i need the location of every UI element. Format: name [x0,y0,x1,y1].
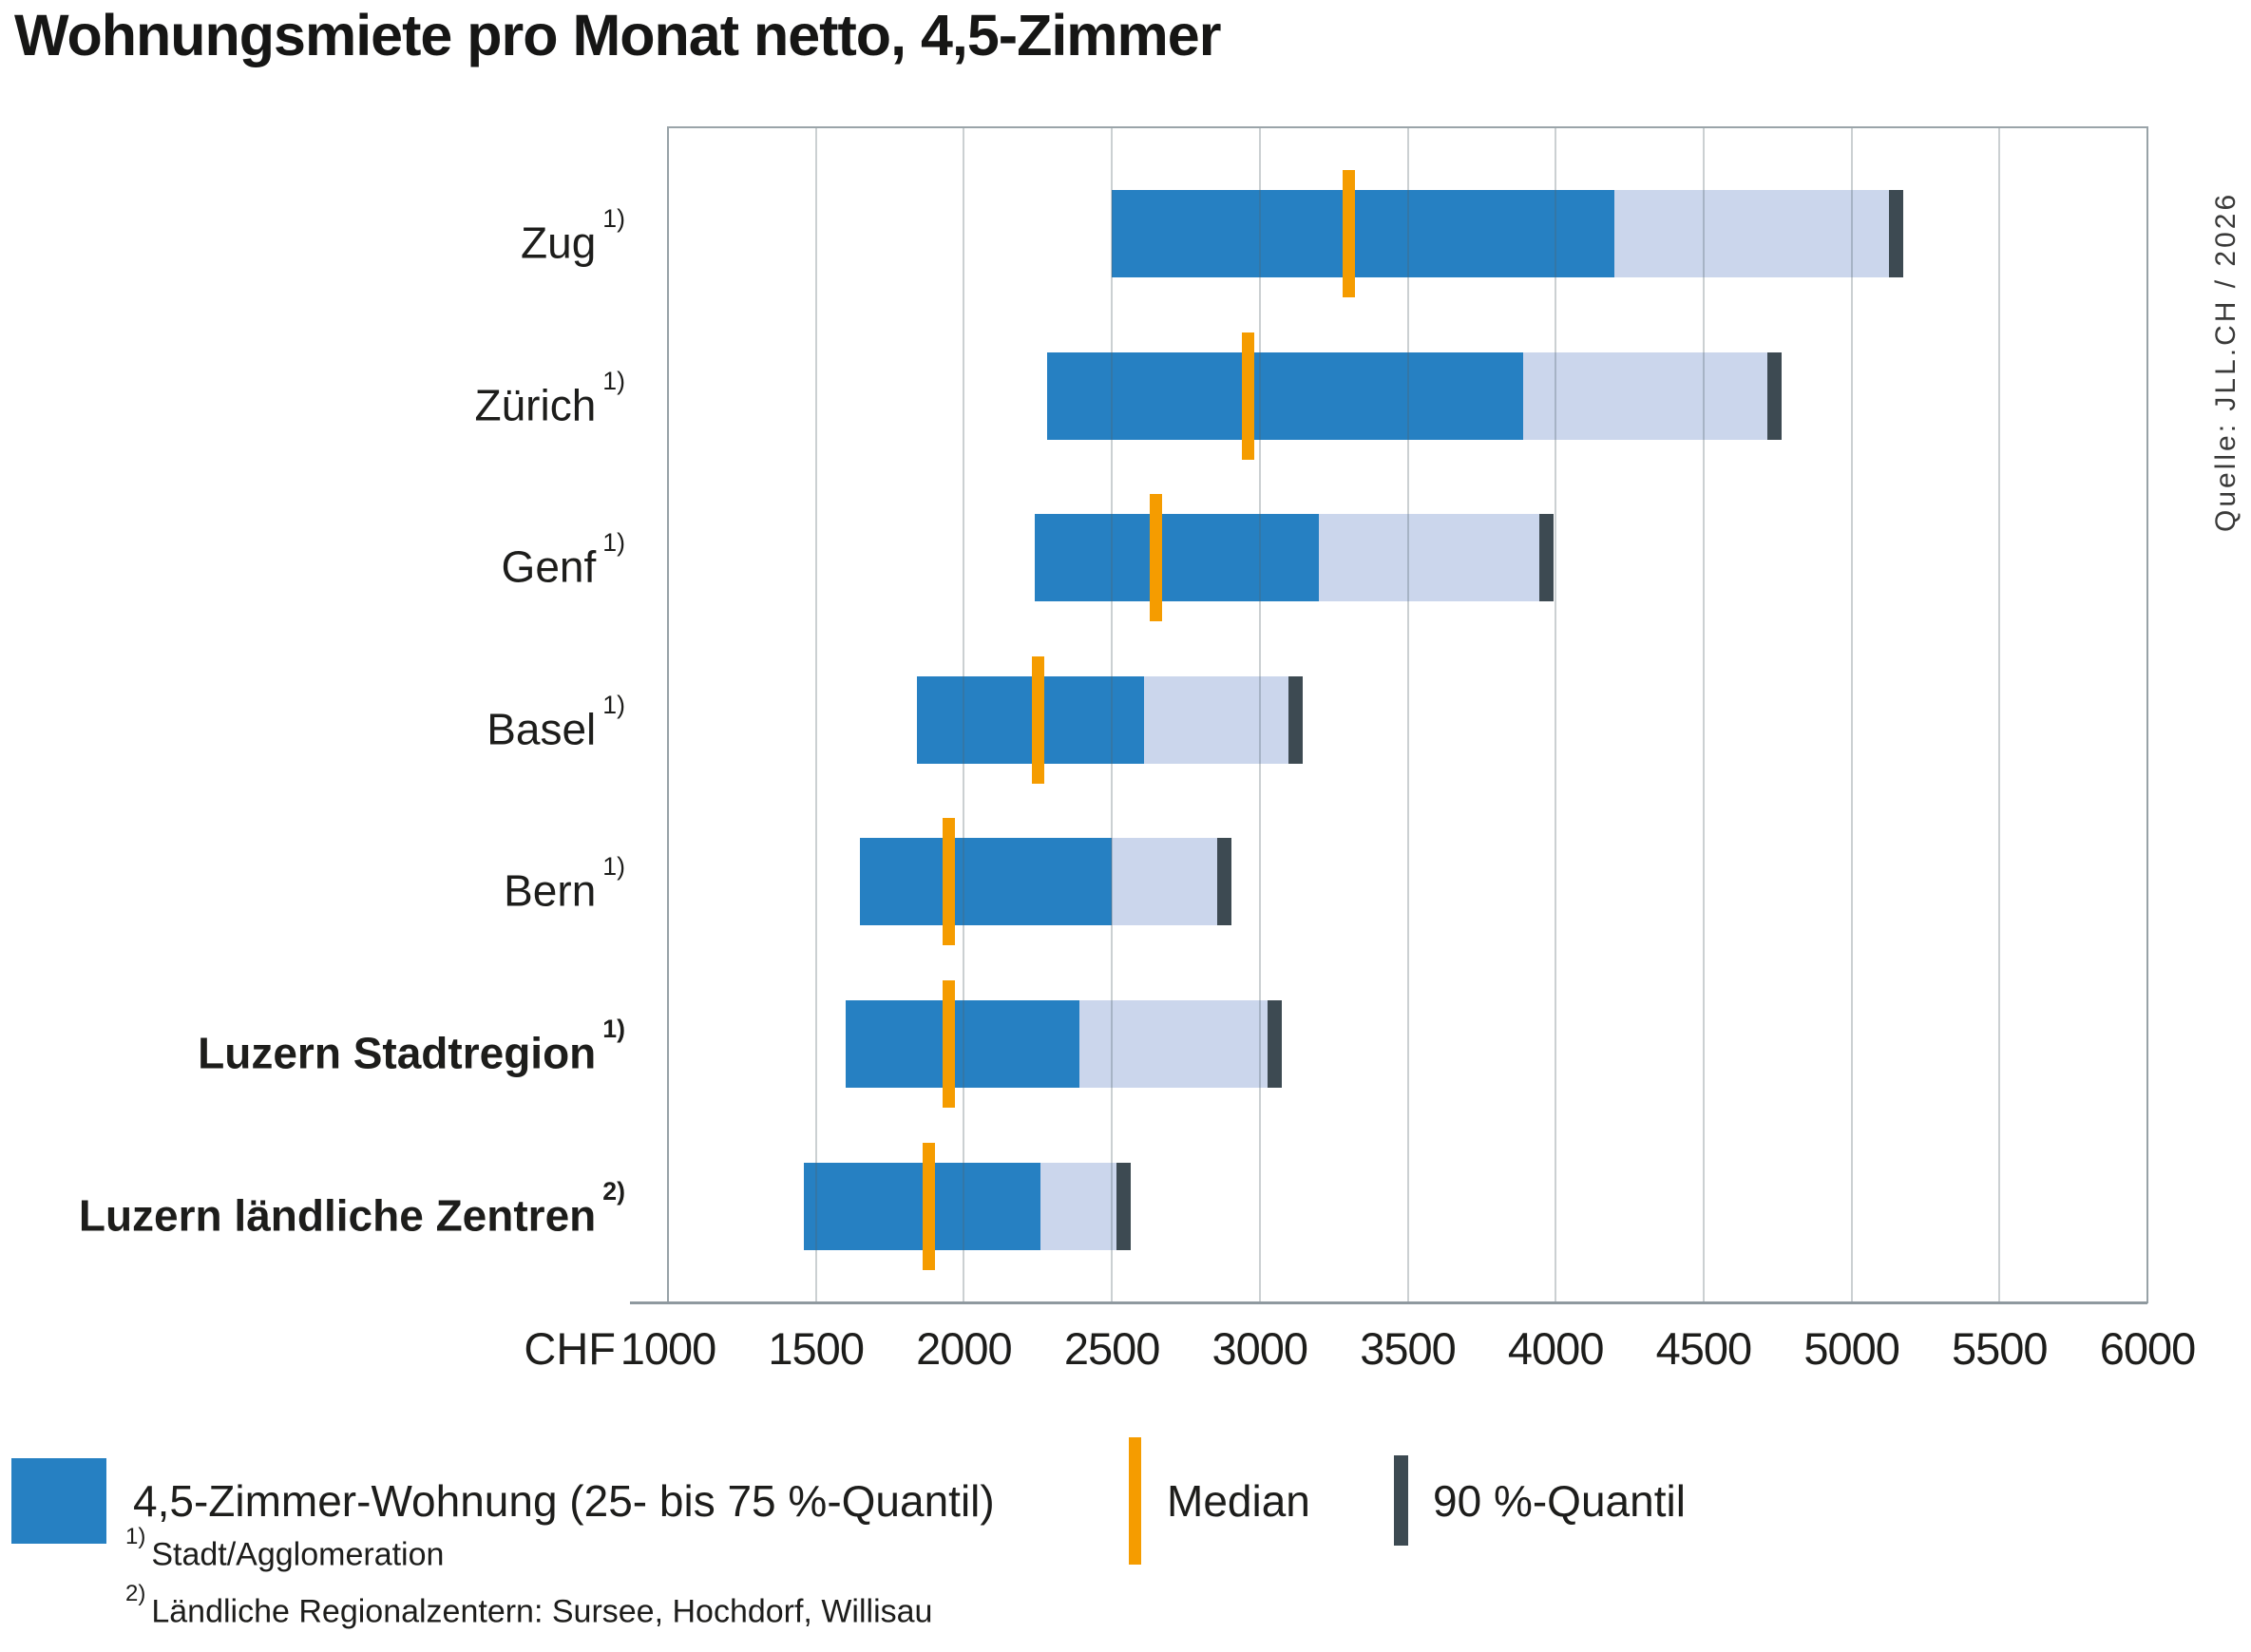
category-label-text: Luzern Stadtregion [198,1028,597,1078]
legend-median-label: Median [1167,1476,1310,1526]
bar-upper-4 [1112,838,1225,926]
plot-area [667,126,2148,1303]
category-footnote-marker: 1) [602,1015,625,1043]
median-line-0 [1342,170,1355,297]
gridline-3000 [1258,126,1261,1303]
bar-upper-1 [1522,351,1775,440]
q90-tick-2 [1539,514,1555,602]
category-label-3: Basel 1) [0,690,625,753]
x-tick-label-6000: 6000 [2099,1323,2197,1374]
q90-tick-4 [1216,838,1231,926]
q90-tick-3 [1288,675,1303,764]
chart-title: Wohnungsmiete pro Monat netto, 4,5-Zimme… [14,3,1221,67]
gridline-4000 [1555,126,1557,1303]
legend-iqr-swatch [11,1458,106,1544]
median-line-6 [922,1142,935,1270]
bar-upper-5 [1078,1000,1275,1088]
legend-q90-line-icon [1394,1455,1408,1546]
footnote-2: 2) Ländliche Regionalzentern: Sursee, Hoc… [125,1581,933,1630]
legend-median-line-icon [1129,1437,1141,1565]
gridline-2000 [963,126,965,1303]
gridline-4500 [1702,126,1705,1303]
category-footnote-marker: 1) [602,366,625,395]
x-tick-label-5000: 5000 [1803,1323,1900,1374]
bar-upper-2 [1319,514,1547,602]
footnote-2-marker: 2) [125,1581,146,1606]
category-label-text: Bern [504,865,597,916]
bar-iqr-3 [916,675,1145,764]
gridline-5500 [1998,126,2001,1303]
category-label-1: Zürich 1) [0,366,625,429]
gridline-3500 [1406,126,1409,1303]
gridline-1500 [814,126,817,1303]
median-line-1 [1241,332,1254,460]
gridline-5000 [1850,126,1853,1303]
category-label-6: Luzern ländliche Zentren 2) [0,1176,625,1240]
bar-iqr-0 [1112,190,1615,277]
gridline-2500 [1111,126,1114,1303]
x-axis-line [630,1301,2147,1304]
x-tick-label-2000: 2000 [916,1323,1013,1374]
bar-upper-3 [1144,675,1296,764]
q90-tick-6 [1116,1162,1132,1250]
bar-upper-6 [1040,1162,1124,1250]
bar-upper-0 [1614,190,1897,277]
category-footnote-marker: 1) [602,204,625,233]
category-footnote-marker: 2) [602,1176,625,1206]
category-label-text: Zug [521,218,597,268]
median-line-5 [943,980,956,1108]
category-footnote-marker: 1) [602,690,625,719]
median-line-3 [1031,655,1044,784]
q90-tick-1 [1767,351,1783,440]
x-axis: 1000 1500 2000 2500 3000 3500 4000 4500 5000 5500… [620,1322,2197,1379]
category-label-4: Bern 1) [0,852,625,915]
footnote-1: 1) Stadt/Agglomeration [125,1524,445,1573]
category-label-0: Zug 1) [0,204,625,267]
x-tick-label-1500: 1500 [768,1323,865,1374]
x-tick-label-4500: 4500 [1655,1323,1753,1374]
category-label-text: Basel [486,704,597,754]
bar-iqr-1 [1046,351,1523,440]
gridline-1000 [667,126,669,1303]
x-tick-label-3000: 3000 [1211,1323,1309,1374]
gridline-6000 [2146,126,2148,1303]
category-label-5: Luzern Stadtregion 1) [0,1015,625,1077]
bar-iqr-2 [1035,514,1320,602]
category-footnote-marker: 1) [602,528,625,558]
category-footnote-marker: 1) [602,852,625,882]
q90-tick-5 [1267,1000,1282,1088]
x-tick-label-2500: 2500 [1063,1323,1161,1374]
x-tick-label-5500: 5500 [1952,1323,2049,1374]
footnote-1-text: Stadt/Agglomeration [151,1536,445,1573]
source-label: Quelle: JLL.CH / 2026 [2210,191,2241,532]
x-axis-unit-label: CHF [524,1323,616,1374]
plot-top-border [668,126,2147,128]
x-tick-label-3500: 3500 [1360,1323,1457,1374]
bar-iqr-5 [845,1000,1079,1088]
legend-q90-label: 90 %-Quantil [1433,1476,1686,1526]
median-line-4 [943,818,956,946]
category-label-text: Zürich [474,379,597,429]
category-label-text: Genf [501,541,597,592]
category-label-text: Luzern ländliche Zentren [78,1189,597,1240]
footnote-1-marker: 1) [125,1524,146,1549]
legend-iqr-label: 4,5-Zimmer-Wohnung (25- bis 75 %-Quantil… [133,1476,995,1526]
bar-iqr-4 [860,838,1113,926]
category-label-2: Genf 1) [0,528,625,591]
q90-tick-0 [1888,190,1903,277]
x-tick-label-1000: 1000 [620,1323,717,1374]
footnote-2-text: Ländliche Regionalzentern: Sursee, Hochd… [151,1593,933,1630]
x-tick-label-4000: 4000 [1507,1323,1605,1374]
median-line-2 [1150,494,1163,622]
